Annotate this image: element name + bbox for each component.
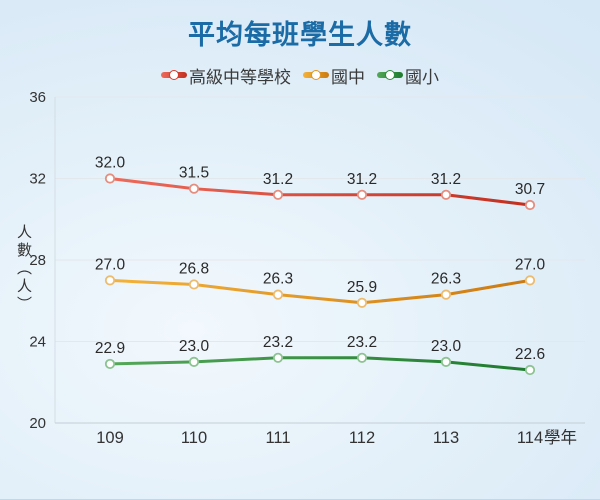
x-tick-label: 112 <box>349 429 375 447</box>
data-label: 27.0 <box>515 256 546 273</box>
legend-label: 國小 <box>405 67 439 87</box>
chart-title: 平均每班學生人數 <box>188 20 412 50</box>
data-point <box>104 358 116 370</box>
legend-item-0: 高級中等學校 <box>161 63 291 88</box>
data-point <box>188 356 200 367</box>
data-point <box>104 173 116 184</box>
data-label: 31.5 <box>179 165 209 182</box>
legend-line-icon <box>377 70 403 80</box>
legend-label: 國中 <box>331 67 365 87</box>
y-tick-label: 32 <box>29 171 46 188</box>
data-label: 25.9 <box>347 279 377 296</box>
data-point <box>440 189 452 200</box>
x-tick-label: 110 <box>181 429 207 447</box>
data-label: 26.8 <box>179 260 209 277</box>
data-label: 23.0 <box>431 338 462 355</box>
legend-dot-icon <box>311 70 321 80</box>
legend-line-icon <box>303 70 329 80</box>
data-point <box>188 279 200 290</box>
data-point <box>440 356 452 367</box>
data-point <box>104 275 116 286</box>
series-line-2 <box>108 356 532 372</box>
data-label: 31.2 <box>263 171 293 188</box>
data-point <box>272 289 284 300</box>
y-tick-label: 36 <box>29 89 46 106</box>
legend-line-icon <box>161 70 187 80</box>
x-axis-unit-label: 學年 <box>544 428 577 447</box>
chart-legend: 高級中等學校 國中 國小 <box>0 63 600 88</box>
data-label: 31.2 <box>347 171 377 188</box>
x-tick-label: 114 <box>517 429 543 447</box>
x-tick-label: 113 <box>433 429 459 447</box>
data-label: 30.7 <box>515 181 545 198</box>
y-axis-title: 人數（人） <box>15 224 32 314</box>
y-tick-label: 28 <box>29 252 46 269</box>
data-point <box>356 297 368 308</box>
legend-dot-icon <box>169 70 179 80</box>
data-label: 23.2 <box>347 334 377 351</box>
data-label: 26.3 <box>263 271 293 288</box>
data-point <box>356 189 368 200</box>
x-tick-label: 111 <box>265 429 290 447</box>
data-point <box>524 275 536 286</box>
legend-item-2: 國小 <box>377 63 439 88</box>
legend-label: 高級中等學校 <box>189 67 291 87</box>
x-tick-label: 109 <box>96 429 124 447</box>
y-tick-label: 24 <box>29 334 46 351</box>
data-point <box>524 199 536 211</box>
data-label: 22.6 <box>515 346 545 363</box>
legend-dot-icon <box>385 70 395 80</box>
data-point <box>524 364 536 376</box>
data-point <box>272 189 284 200</box>
series-line-0 <box>108 177 532 207</box>
data-label: 23.2 <box>263 334 293 351</box>
series-line-1 <box>108 278 532 305</box>
data-point <box>188 183 200 194</box>
data-point <box>272 352 284 363</box>
y-tick-label: 20 <box>29 415 46 432</box>
data-label: 26.3 <box>431 271 461 288</box>
data-label: 27.0 <box>95 256 126 273</box>
data-point <box>356 352 368 363</box>
data-point <box>440 289 452 300</box>
data-label: 31.2 <box>431 171 461 188</box>
data-label: 32.0 <box>95 155 126 172</box>
legend-item-1: 國中 <box>303 63 365 88</box>
data-label: 22.9 <box>95 340 125 357</box>
data-label: 23.0 <box>179 338 210 355</box>
